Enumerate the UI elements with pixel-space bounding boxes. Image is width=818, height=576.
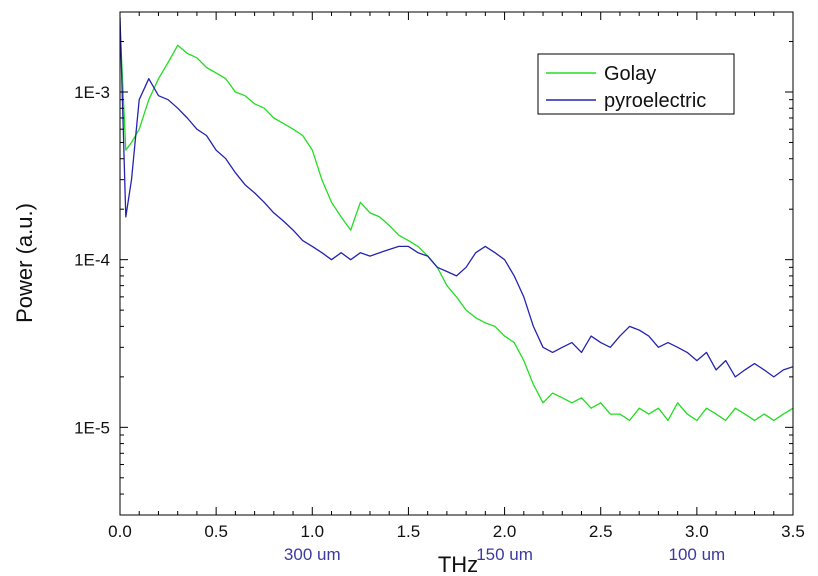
y-tick-label: 1E-3 xyxy=(74,83,110,102)
label-layer: 0.0 0.5 1.0 1.5 2.0 2.5 3.0 3.5 1E-3 1E-4 1E-5 300 … xyxy=(74,83,805,564)
x-tick-label: 0.5 xyxy=(204,522,228,541)
x-tick-label: 0.0 xyxy=(108,522,132,541)
legend-label-pyroelectric: pyroelectric xyxy=(604,90,706,112)
series-layer xyxy=(120,16,793,422)
x-tick-label: 3.5 xyxy=(781,522,805,541)
y-tick-label: 1E-5 xyxy=(74,418,110,437)
wavelength-label: 300 um xyxy=(284,545,341,564)
y-tick-label: 1E-4 xyxy=(74,251,110,270)
legend-box xyxy=(537,53,735,115)
series-line-golay xyxy=(120,25,793,422)
plot-frame xyxy=(119,11,794,516)
y-axis-label: Power (a.u.) xyxy=(12,203,37,323)
tick-layer xyxy=(119,11,794,516)
legend: Golay pyroelectric xyxy=(537,53,735,115)
legend-label-golay: Golay xyxy=(604,63,656,85)
x-tick-label: 2.0 xyxy=(493,522,517,541)
x-axis-label: THz xyxy=(438,552,478,576)
series-line-pyroelectric xyxy=(120,16,793,378)
x-tick-label: 1.5 xyxy=(397,522,421,541)
x-tick-label: 3.0 xyxy=(685,522,709,541)
x-tick-label: 1.0 xyxy=(300,522,324,541)
wavelength-label: 150 um xyxy=(476,545,533,564)
wavelength-label: 100 um xyxy=(669,545,726,564)
x-tick-label: 2.5 xyxy=(589,522,613,541)
